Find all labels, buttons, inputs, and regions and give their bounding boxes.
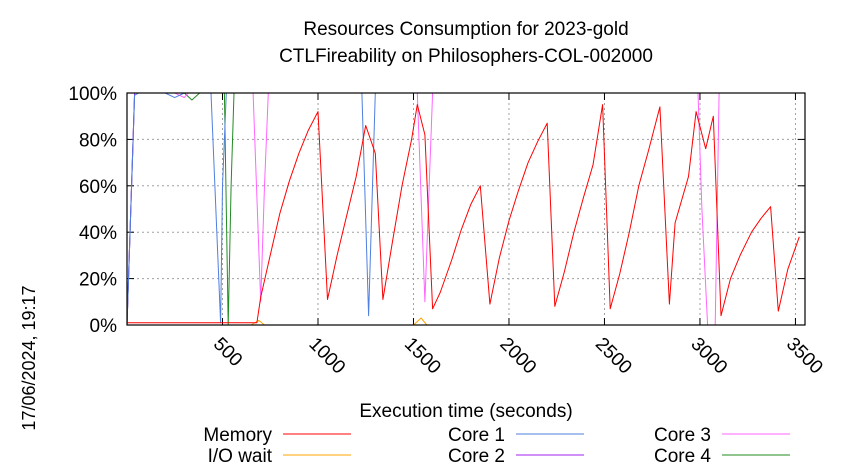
x-tick-label: 2000 (495, 334, 540, 379)
y-tick-label: 40% (79, 223, 117, 244)
data-series (126, 92, 805, 326)
series-line-core-4 (126, 92, 805, 326)
x-tick-label: 3500 (782, 334, 827, 379)
y-tick-label: 20% (79, 270, 117, 291)
legend-label-core-1: Core 1 (448, 425, 505, 446)
chart-title: Resources Consumption for 2023-gold (303, 19, 628, 40)
x-tick-label: 1000 (304, 334, 349, 379)
series-line-memory (127, 104, 800, 324)
legend-label-memory: Memory (203, 425, 272, 446)
grid-lines (127, 93, 805, 325)
chart-subtitle: CTLFireability on Philosophers-COL-00200… (279, 46, 653, 67)
x-tick-label: 3000 (686, 334, 731, 379)
legend-label-core-3: Core 3 (654, 425, 711, 446)
y-tick-label: 100% (68, 84, 117, 105)
timestamp-label: 17/06/2024, 19:17 (19, 285, 39, 430)
legend-label-i-o-wait: I/O wait (208, 446, 273, 467)
legend-label-core-2: Core 2 (448, 446, 505, 467)
x-tick-label: 2500 (591, 334, 636, 379)
y-tick-label: 80% (79, 130, 117, 151)
x-tick-label: 1500 (400, 334, 445, 379)
x-axis-label: Execution time (seconds) (359, 401, 572, 422)
plot-frame (126, 92, 806, 326)
legend-label-core-4: Core 4 (654, 446, 711, 467)
x-axis-ticks: 500 1000 1500 2000 2500 3000 3500 (209, 93, 827, 378)
y-tick-label: 60% (79, 177, 117, 198)
y-tick-label: 0% (90, 316, 118, 337)
x-tick-label: 500 (209, 334, 246, 371)
